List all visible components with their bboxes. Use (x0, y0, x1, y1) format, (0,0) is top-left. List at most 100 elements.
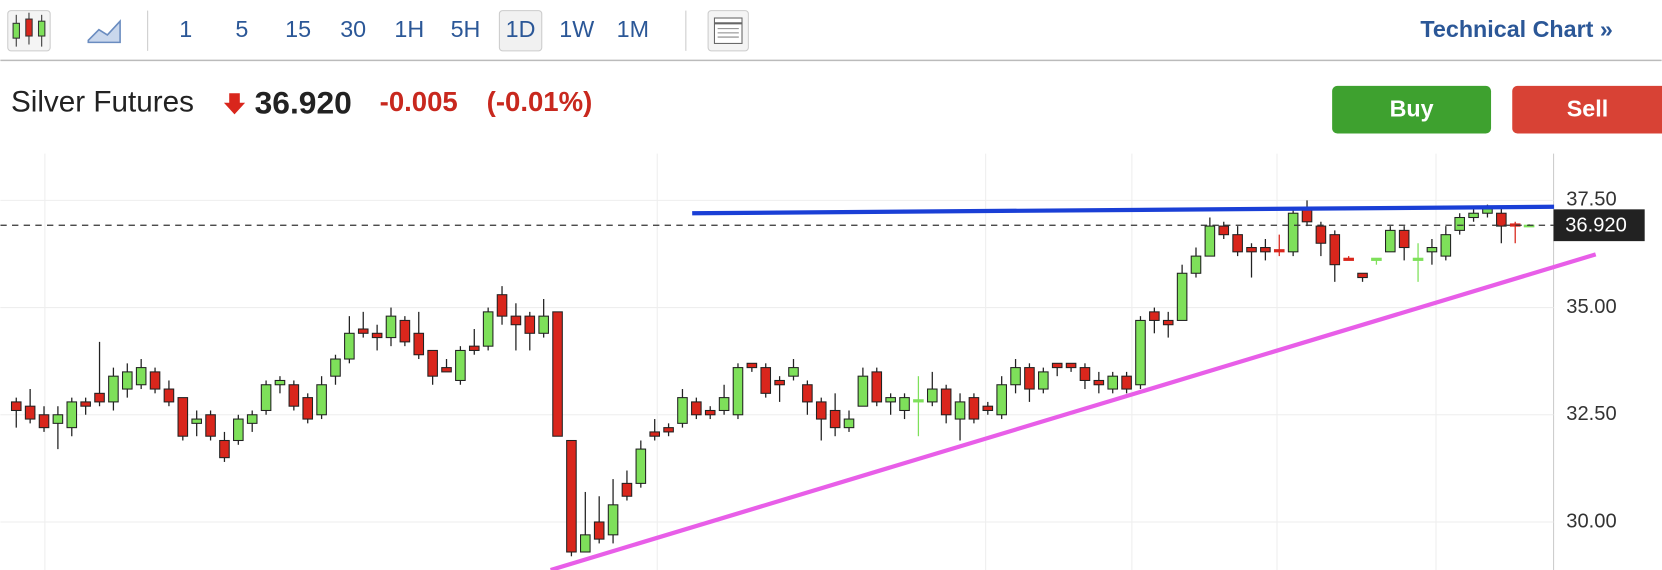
candle-body (149, 371, 161, 390)
candle-body (940, 388, 952, 416)
candle-body (580, 534, 591, 553)
y-tick-label: 37.50 (1566, 189, 1616, 211)
sell-button[interactable]: Sell (1512, 85, 1662, 134)
interval-button[interactable]: 1 (179, 16, 192, 42)
candle-body (968, 397, 980, 420)
buy-label: Buy (1390, 95, 1434, 121)
instrument-name: Silver Futures (11, 86, 194, 119)
candle-body (996, 384, 1007, 416)
candle-body (371, 332, 383, 339)
candle-body (1218, 225, 1230, 236)
y-tick-label: 35.00 (1566, 296, 1616, 318)
candle-body (593, 521, 605, 540)
candle-body (982, 405, 994, 412)
candles (10, 200, 1535, 557)
interval-button[interactable]: 1W (559, 16, 594, 42)
candle-body (246, 414, 258, 424)
toolbar: Technical Chart » 1 5 15 30 1H 5H 1D 1W 1M (0, 10, 1662, 62)
candle-body (1385, 229, 1396, 253)
candle-body (607, 504, 619, 536)
candle-body (24, 405, 36, 420)
candle-body (1440, 234, 1452, 257)
candle-body (1065, 362, 1077, 369)
candle-body (205, 414, 216, 437)
candle-body (1079, 367, 1091, 381)
candle-body (135, 367, 147, 386)
buy-button[interactable]: Buy (1332, 85, 1492, 134)
candle-body (704, 409, 716, 416)
candle-body (1496, 212, 1507, 227)
overlay (0, 204, 1597, 570)
candle-body (649, 431, 660, 437)
quote: Silver Futures 36.920 -0.005 (-0.01%) Bu… (11, 84, 1662, 134)
candle-body (1121, 375, 1132, 390)
candle-body (1482, 208, 1493, 214)
candle-body (1329, 234, 1341, 266)
candle-body (815, 401, 827, 420)
candle-body (1426, 247, 1438, 253)
interval-button[interactable]: 15 (285, 16, 311, 42)
candle-icon[interactable] (7, 10, 51, 52)
interval-button[interactable]: 1H (394, 16, 424, 42)
candle-body (121, 371, 133, 390)
candle-body (260, 384, 272, 412)
candle-body (524, 315, 536, 334)
y-tick-label: 30.00 (1566, 510, 1616, 532)
candle-body (1246, 247, 1257, 253)
candle-body (677, 397, 688, 424)
candle-body (1468, 212, 1479, 219)
candle-body (552, 311, 563, 437)
candle-body (344, 332, 355, 360)
candle-body (80, 401, 91, 407)
candle-body (288, 384, 300, 407)
y-axis: 30.00 32.50 35.00 37.50 36.920 (1553, 189, 1645, 532)
candle-body (899, 397, 910, 412)
interval-button[interactable]: 5H (451, 16, 481, 42)
candle-body (788, 367, 799, 377)
interval-button[interactable]: 1D (506, 16, 536, 42)
candle-body (1010, 367, 1021, 386)
candle-body (1093, 379, 1105, 386)
candle-body (330, 358, 341, 377)
candle-body (732, 367, 744, 416)
interval-button[interactable]: 30 (340, 16, 366, 42)
candle-body (1149, 311, 1160, 321)
candle-body (1454, 216, 1465, 231)
candle-body (482, 311, 494, 347)
candle-body (399, 319, 411, 343)
change: -0.005 (380, 86, 458, 117)
candle-body (829, 409, 841, 429)
candle-body (1357, 272, 1368, 279)
line-icon[interactable] (87, 19, 121, 44)
candle-body (94, 392, 105, 403)
candle-body (427, 349, 438, 377)
candle-body (1287, 212, 1299, 253)
candle-body (1162, 319, 1174, 326)
candle-body (52, 414, 64, 424)
last-price-box (1553, 209, 1645, 242)
layout-icon[interactable] (707, 10, 749, 52)
candle-body (510, 315, 522, 326)
candle-body (746, 362, 758, 369)
candle-body (1343, 257, 1354, 261)
technical-chart-link[interactable]: Technical Chart » (1420, 16, 1612, 42)
price: 36.920 (255, 84, 352, 120)
candle-body (441, 367, 452, 373)
candle-body (802, 384, 813, 403)
interval-button[interactable]: 5 (235, 16, 248, 42)
candle-body (1107, 375, 1119, 390)
candle-body (1315, 225, 1327, 244)
candle-body (413, 332, 425, 356)
candle-body (1371, 257, 1382, 261)
candle-body (843, 418, 855, 429)
candle-body (177, 397, 189, 437)
chart-frame (44, 153, 1555, 570)
candle-body (566, 439, 577, 553)
candle-body (1190, 255, 1202, 274)
candle-body (954, 401, 966, 420)
candle-body (1135, 319, 1146, 386)
candle-body (1260, 247, 1271, 253)
interval-button[interactable]: 1M (617, 16, 649, 42)
candle-body (857, 375, 869, 407)
candle-body (233, 418, 244, 442)
